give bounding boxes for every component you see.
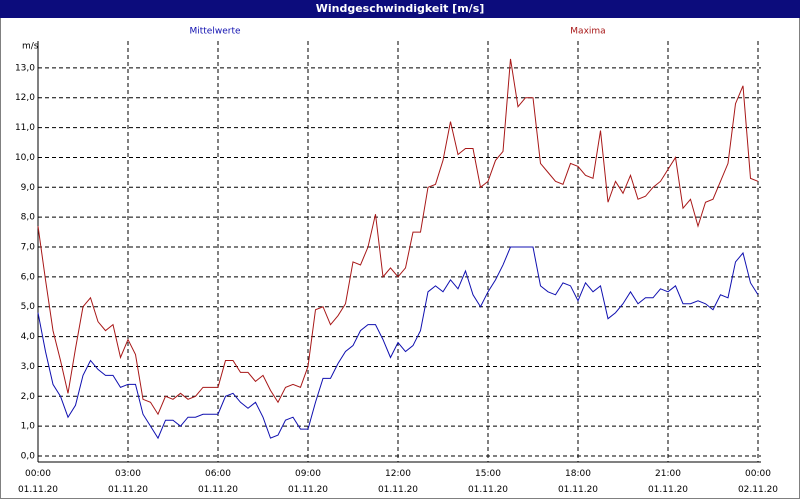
- legend-label: Mittelwerte: [189, 27, 240, 37]
- x-tick-label: 00:00 01.11.20: [17, 469, 59, 495]
- y-tick-label: 0,0: [21, 452, 36, 462]
- x-tick-label: 18:00 01.11.20: [557, 469, 599, 495]
- x-tick-label: 03:00 01.11.20: [107, 469, 149, 495]
- y-tick-label: 4,0: [21, 332, 36, 342]
- data-line: [37, 246, 759, 440]
- x-tick-label: 06:00 01.11.20: [197, 469, 239, 495]
- y-tick-label: 1,0: [21, 422, 36, 432]
- data-line: [37, 58, 759, 416]
- x-tick-label: 21:00 01.11.20: [647, 469, 689, 495]
- y-tick-label: 10,0: [15, 153, 35, 163]
- legend-label: Maxima: [570, 27, 605, 37]
- y-tick-label: 3,0: [21, 362, 36, 372]
- y-tick-label: 6,0: [21, 272, 36, 282]
- y-tick-label: 7,0: [21, 243, 36, 253]
- y-axis-label: m/s: [22, 42, 39, 52]
- y-tick-label: 2,0: [21, 392, 36, 402]
- x-tick-label: 12:00 01.11.20: [377, 469, 419, 495]
- y-tick-label: 11,0: [15, 123, 35, 133]
- y-tick-label: 8,0: [21, 213, 36, 223]
- x-tick-label: 15:00 01.11.20: [467, 469, 509, 495]
- chart-title: Windgeschwindigkeit [m/s]: [0, 0, 800, 18]
- x-tick-label: 09:00 01.11.20: [287, 469, 329, 495]
- y-tick-label: 5,0: [21, 302, 36, 312]
- x-tick-label: 00:00 02.11.20: [737, 469, 779, 495]
- y-tick-label: 12,0: [15, 93, 35, 103]
- y-tick-label: 9,0: [21, 183, 36, 193]
- y-tick-label: 13,0: [15, 63, 35, 73]
